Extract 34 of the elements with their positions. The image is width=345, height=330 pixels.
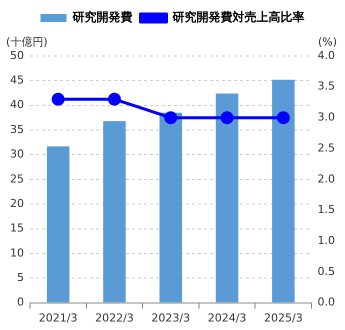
- bar: [216, 94, 238, 302]
- y-tick-label: 45: [10, 74, 24, 87]
- x-tick-label: 2022/3: [95, 311, 134, 324]
- x-tick-label: 2021/3: [38, 311, 78, 324]
- y2-tick-label: 1.5: [318, 203, 336, 216]
- y-tick-label: 35: [10, 122, 24, 136]
- legend-label: 研究開発費: [72, 10, 132, 24]
- y-tick-label: 0: [16, 296, 24, 309]
- x-tick-label: 2025/3: [264, 311, 303, 324]
- legend-label: 研究開発費対売上高比率: [172, 10, 304, 24]
- y-axis-title: (十億円): [6, 35, 48, 48]
- y-tick-label: 40: [10, 98, 24, 112]
- y-tick-label: 25: [10, 172, 24, 186]
- y-tick-label: 20: [10, 196, 24, 210]
- bar: [103, 121, 126, 302]
- bar: [272, 80, 295, 302]
- y-tick-label: 30: [10, 148, 24, 161]
- y2-tick-label: 0.0: [318, 296, 336, 309]
- bar: [159, 112, 182, 302]
- y-tick-label: 15: [10, 222, 24, 235]
- x-tick-label: 2024/3: [208, 311, 246, 324]
- y2-tick-label: 4.0: [318, 48, 336, 62]
- y2-tick-label: 2.5: [318, 141, 336, 154]
- y-tick-label: 5: [16, 270, 24, 284]
- y2-axis-title: (%): [318, 35, 337, 48]
- y2-tick-label: 2.0: [318, 172, 336, 186]
- x-tick-label: 2023/3: [151, 311, 190, 324]
- y2-tick-label: 1.0: [318, 234, 336, 247]
- y2-tick-label: 3.5: [318, 80, 336, 93]
- y2-tick-label: 0.5: [318, 264, 336, 278]
- bar: [46, 146, 70, 302]
- y2-tick-label: 3.0: [318, 110, 336, 124]
- y-tick-label: 10: [10, 246, 24, 260]
- y-tick-label: 50: [10, 48, 24, 62]
